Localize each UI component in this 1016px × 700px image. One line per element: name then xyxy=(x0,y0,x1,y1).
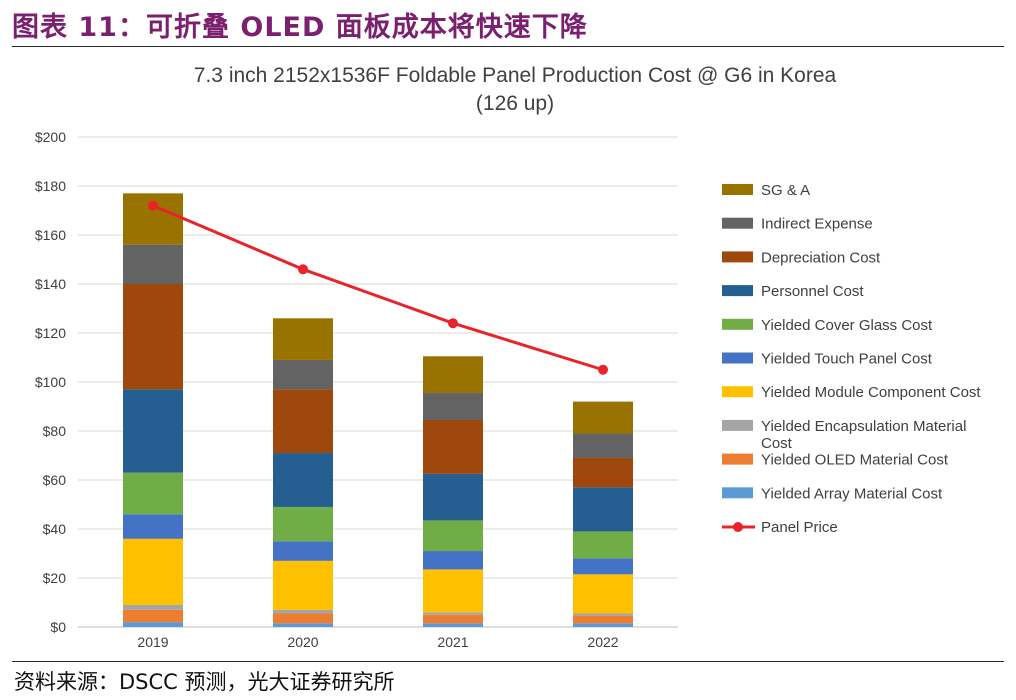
bar-segment-yielded-encapsulation-material-cost xyxy=(273,609,333,614)
y-tick-label: $160 xyxy=(35,227,66,243)
legend-label: Yielded Array Material Cost xyxy=(761,485,943,502)
legend-label: Panel Price xyxy=(761,519,838,536)
bar-segment-yielded-oled-material-cost xyxy=(573,615,633,624)
legend-label: Personnel Cost xyxy=(761,283,864,300)
bar-segment-yielded-touch-panel-cost xyxy=(123,514,183,539)
bars xyxy=(123,193,633,627)
y-tick-label: $0 xyxy=(50,619,66,635)
bar-segment-yielded-array-material-cost xyxy=(273,623,333,627)
bar-segment-yielded-cover-glass-cost xyxy=(123,472,183,515)
bar-segment-indirect-expense xyxy=(423,393,483,420)
y-tick-label: $60 xyxy=(43,472,67,488)
bar-segment-yielded-array-material-cost xyxy=(123,622,183,627)
bar-segment-yielded-touch-panel-cost xyxy=(273,541,333,561)
x-axis-ticks: 2019 2020 2021 2022 xyxy=(137,634,618,650)
bar-segment-depreciation-cost xyxy=(573,457,633,488)
legend-label: Yielded Encapsulation Material Cost xyxy=(761,418,966,452)
top-divider xyxy=(12,46,1004,47)
source-note: 资料来源：DSCC 预测，光大证券研究所 xyxy=(14,670,395,694)
legend-label: Indirect Expense xyxy=(761,216,873,233)
chart-title: 7.3 inch 2152x1536F Foldable Panel Produ… xyxy=(194,64,837,87)
y-tick-label: $140 xyxy=(35,276,66,292)
figure-header: 图表 11：可折叠 OLED 面板成本将快速下降 xyxy=(12,4,588,44)
y-tick-label: $200 xyxy=(35,129,66,145)
bar-segment-yielded-array-material-cost xyxy=(423,623,483,627)
bar-segment-yielded-cover-glass-cost xyxy=(573,531,633,559)
bar-segment-yielded-module-component-cost xyxy=(573,574,633,614)
legend-swatch xyxy=(722,285,753,297)
bar-segment-indirect-expense xyxy=(573,433,633,458)
bar-segment-personnel-cost xyxy=(573,487,633,532)
legend-label: Yielded Cover Glass Cost xyxy=(761,317,933,334)
bar-segment-yielded-encapsulation-material-cost xyxy=(573,613,633,616)
y-tick-label: $100 xyxy=(35,374,66,390)
legend-swatch xyxy=(722,352,753,364)
bar-segment-sg-a xyxy=(423,356,483,394)
stacked-bar-chart: 7.3 inch 2152x1536F Foldable Panel Produ… xyxy=(35,64,982,650)
legend-label: Yielded Module Component Cost xyxy=(761,384,981,401)
chart-subtitle: (126 up) xyxy=(476,92,554,115)
x-tick-label: 2019 xyxy=(137,634,168,650)
bar-segment-yielded-touch-panel-cost xyxy=(423,551,483,570)
legend-swatch xyxy=(722,184,753,195)
legend-label: SG & A xyxy=(761,182,810,199)
figure-title: 图表 11：可折叠 OLED 面板成本将快速下降 xyxy=(12,11,588,43)
y-tick-label: $180 xyxy=(35,178,66,194)
bar-segment-yielded-cover-glass-cost xyxy=(423,520,483,552)
legend-label: Yielded OLED Material Cost xyxy=(761,452,949,469)
bottom-divider xyxy=(12,661,1004,662)
panel-price-point xyxy=(298,264,308,275)
legend-line-marker xyxy=(733,522,743,532)
bar-segment-personnel-cost xyxy=(423,473,483,521)
x-tick-label: 2021 xyxy=(437,634,468,650)
x-tick-label: 2022 xyxy=(587,634,618,650)
x-tick-label: 2020 xyxy=(287,634,318,650)
bar-segment-yielded-module-component-cost xyxy=(423,569,483,613)
legend-swatch xyxy=(722,419,753,431)
y-tick-label: $40 xyxy=(43,521,67,537)
bar-segment-yielded-module-component-cost xyxy=(273,560,333,610)
legend: SG & A Indirect Expense Depreciation Cost P… xyxy=(722,182,981,536)
panel-price-point xyxy=(148,200,158,211)
y-tick-label: $80 xyxy=(43,423,67,439)
bar-segment-yielded-touch-panel-cost xyxy=(573,558,633,575)
y-tick-label: $120 xyxy=(35,325,66,341)
legend-swatch xyxy=(722,453,753,465)
bar-segment-yielded-encapsulation-material-cost xyxy=(423,612,483,615)
bar-segment-yielded-cover-glass-cost xyxy=(273,506,333,542)
bar-segment-yielded-oled-material-cost xyxy=(423,614,483,624)
panel-price-polyline xyxy=(152,204,604,372)
bar-segment-depreciation-cost xyxy=(123,284,183,390)
bar-segment-yielded-oled-material-cost xyxy=(273,613,333,624)
bar-segment-yielded-encapsulation-material-cost xyxy=(123,604,183,610)
bar-segment-depreciation-cost xyxy=(423,419,483,474)
bar-segment-indirect-expense xyxy=(273,359,333,390)
bar-segment-sg-a xyxy=(273,318,333,360)
legend-swatch xyxy=(722,487,753,499)
bar-segment-yielded-array-material-cost xyxy=(573,623,633,627)
legend-swatch xyxy=(722,217,753,229)
bar-segment-personnel-cost xyxy=(123,389,183,473)
chart-title-group: 7.3 inch 2152x1536F Foldable Panel Produ… xyxy=(194,64,837,115)
bar-segment-indirect-expense xyxy=(123,244,183,284)
y-tick-label: $20 xyxy=(43,570,67,586)
panel-price-line xyxy=(148,200,608,375)
bar-segment-yielded-oled-material-cost xyxy=(123,609,183,623)
legend-label: Depreciation Cost xyxy=(761,249,881,266)
panel-price-point xyxy=(448,318,458,329)
legend-swatch xyxy=(722,251,753,263)
legend-label: Yielded Touch Panel Cost xyxy=(761,351,933,368)
y-axis-ticks: $0 $20 $40 $60 $80 $100 $120 $140 $160 $180 $200 xyxy=(35,129,66,635)
bar-segment-personnel-cost xyxy=(273,453,333,507)
legend-swatch xyxy=(722,386,753,398)
panel-price-point xyxy=(598,364,608,375)
bar-segment-sg-a xyxy=(573,401,633,434)
bar-segment-yielded-module-component-cost xyxy=(123,538,183,605)
bar-segment-depreciation-cost xyxy=(273,389,333,454)
legend-swatch xyxy=(722,318,753,330)
